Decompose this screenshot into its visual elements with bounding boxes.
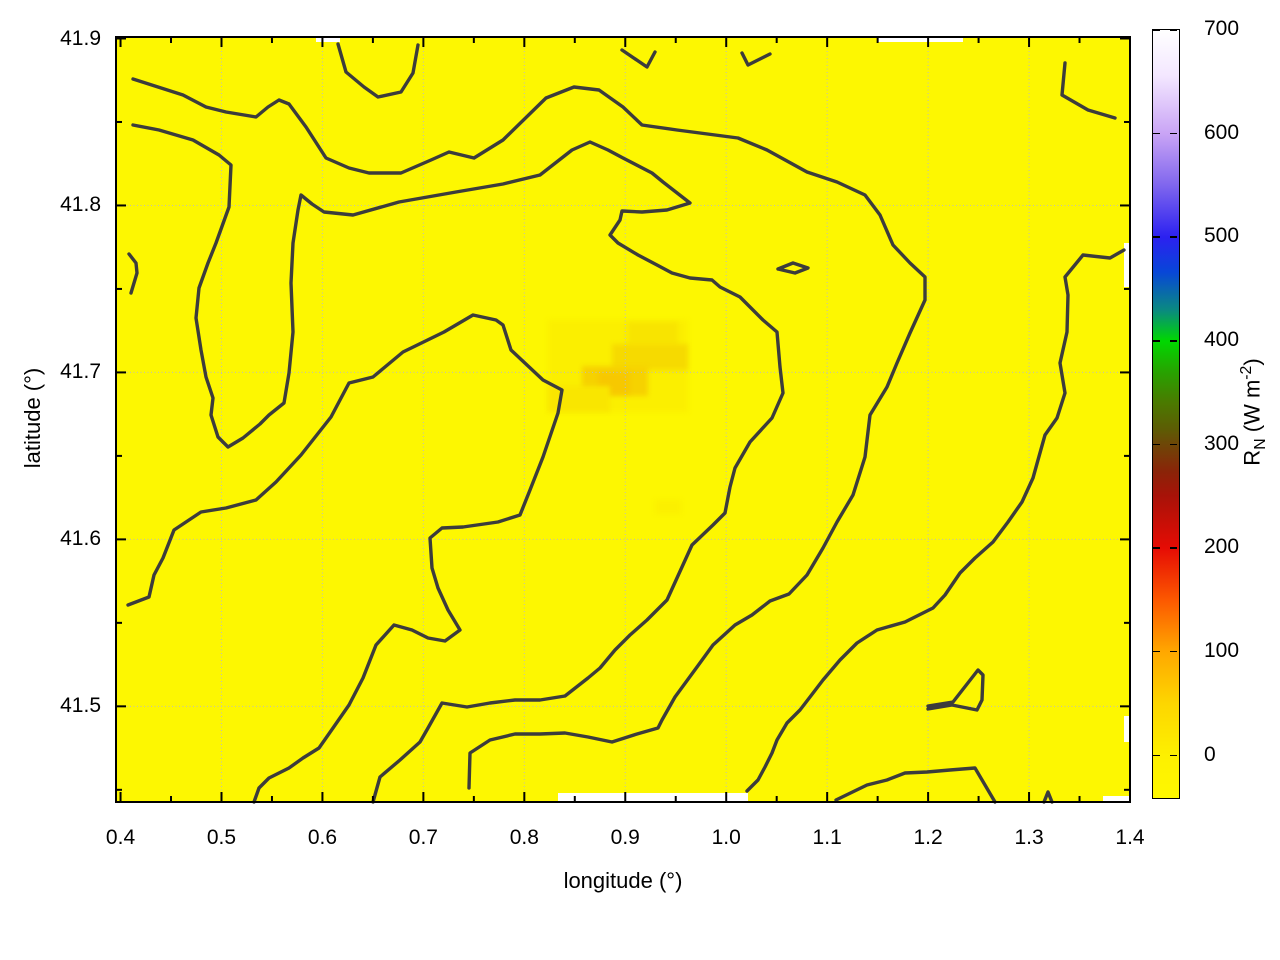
y-axis-title: latitude (°): [20, 367, 45, 469]
x-tick-label: 1.0: [711, 826, 741, 849]
contour-line: [776, 261, 810, 275]
colorbar-tick: [1153, 650, 1160, 653]
colorbar-tick: [1153, 132, 1160, 135]
colorbar-label-mid: (W m: [1239, 379, 1265, 439]
x-tick-label: 1.3: [1014, 826, 1044, 849]
contour-line: [131, 123, 785, 804]
colorbar-tick-label: 300: [1204, 431, 1240, 455]
colorbar-tick: [1170, 547, 1177, 549]
contour-line: [834, 766, 997, 804]
x-tick-label: 0.7: [408, 826, 438, 849]
plot-border: [115, 36, 1131, 803]
y-tick-label: 41.7: [60, 360, 101, 384]
colorbar-tick: [1170, 29, 1177, 31]
warm-anomaly-patch: [612, 344, 688, 370]
colorbar-tick: [1170, 754, 1177, 757]
contour-line: [336, 42, 420, 99]
contour-line: [745, 248, 1126, 793]
y-tick-label: 41.9: [60, 26, 101, 50]
missing-data-gap: [1124, 243, 1131, 287]
missing-data-gap: [558, 793, 748, 802]
plot-area: [116, 37, 1130, 802]
x-tick-label: 0.5: [206, 826, 237, 849]
colorbar-tick-label: 100: [1204, 638, 1240, 662]
warm-anomaly-patch: [628, 322, 678, 346]
contour-line: [926, 668, 985, 712]
y-tick-label: 41.8: [60, 193, 101, 217]
contour-line: [127, 252, 139, 295]
colorbar-tick: [1153, 339, 1160, 342]
y-tick-label: 41.5: [60, 694, 101, 718]
y-tick-label: 41.6: [60, 527, 101, 551]
colorbar-tick: [1170, 236, 1177, 238]
x-tick-label: 0.6: [307, 826, 338, 849]
colorbar-tick: [1170, 132, 1177, 135]
colorbar-tick-label: 600: [1204, 120, 1240, 144]
colorbar-tick-label: 0: [1204, 742, 1216, 766]
contour-line: [1060, 61, 1117, 120]
missing-data-gap: [1103, 796, 1132, 802]
contour-line: [740, 51, 772, 67]
x-tick-label: 1.4: [1115, 826, 1145, 849]
contour-line: [620, 48, 657, 69]
colorbar-tick: [1170, 339, 1177, 342]
x-tick-label: 0.4: [105, 826, 136, 849]
colorbar-label-suffix: ): [1239, 358, 1265, 366]
colorbar-label-sub: N: [1251, 438, 1269, 450]
contour-line: [131, 77, 927, 790]
colorbar-tick: [1170, 650, 1177, 653]
contour-line: [126, 313, 564, 804]
colorbar-label-sup: -2: [1238, 365, 1256, 380]
missing-data-gap: [1124, 716, 1131, 742]
colorbar-tick-label: 700: [1204, 17, 1240, 40]
contour-line: [1042, 790, 1054, 804]
colorbar-tick: [1153, 236, 1160, 238]
colorbar-tick: [1153, 754, 1160, 757]
x-tick-label: 1.1: [812, 826, 842, 849]
colorbar-label-prefix: R: [1239, 449, 1265, 466]
colorbar-tick-label: 500: [1204, 224, 1240, 248]
x-tick-label: 1.2: [913, 826, 943, 849]
colorbar-tick: [1153, 547, 1160, 549]
x-tick-label: 0.8: [509, 826, 539, 849]
colorbar-tick-label: 400: [1204, 327, 1240, 351]
x-tick-label: 0.9: [610, 826, 640, 849]
colorbar-axis-title: RN (W m-2): [1238, 358, 1270, 465]
warm-anomaly-patch: [655, 500, 681, 514]
colorbar-tick: [1153, 443, 1160, 446]
colorbar-tick: [1153, 29, 1160, 31]
colorbar-tick: [1170, 443, 1177, 446]
colorbar-tick-label: 200: [1204, 535, 1240, 559]
x-axis-title: longitude (°): [563, 868, 683, 893]
colorbar-gradient: [1152, 29, 1180, 799]
